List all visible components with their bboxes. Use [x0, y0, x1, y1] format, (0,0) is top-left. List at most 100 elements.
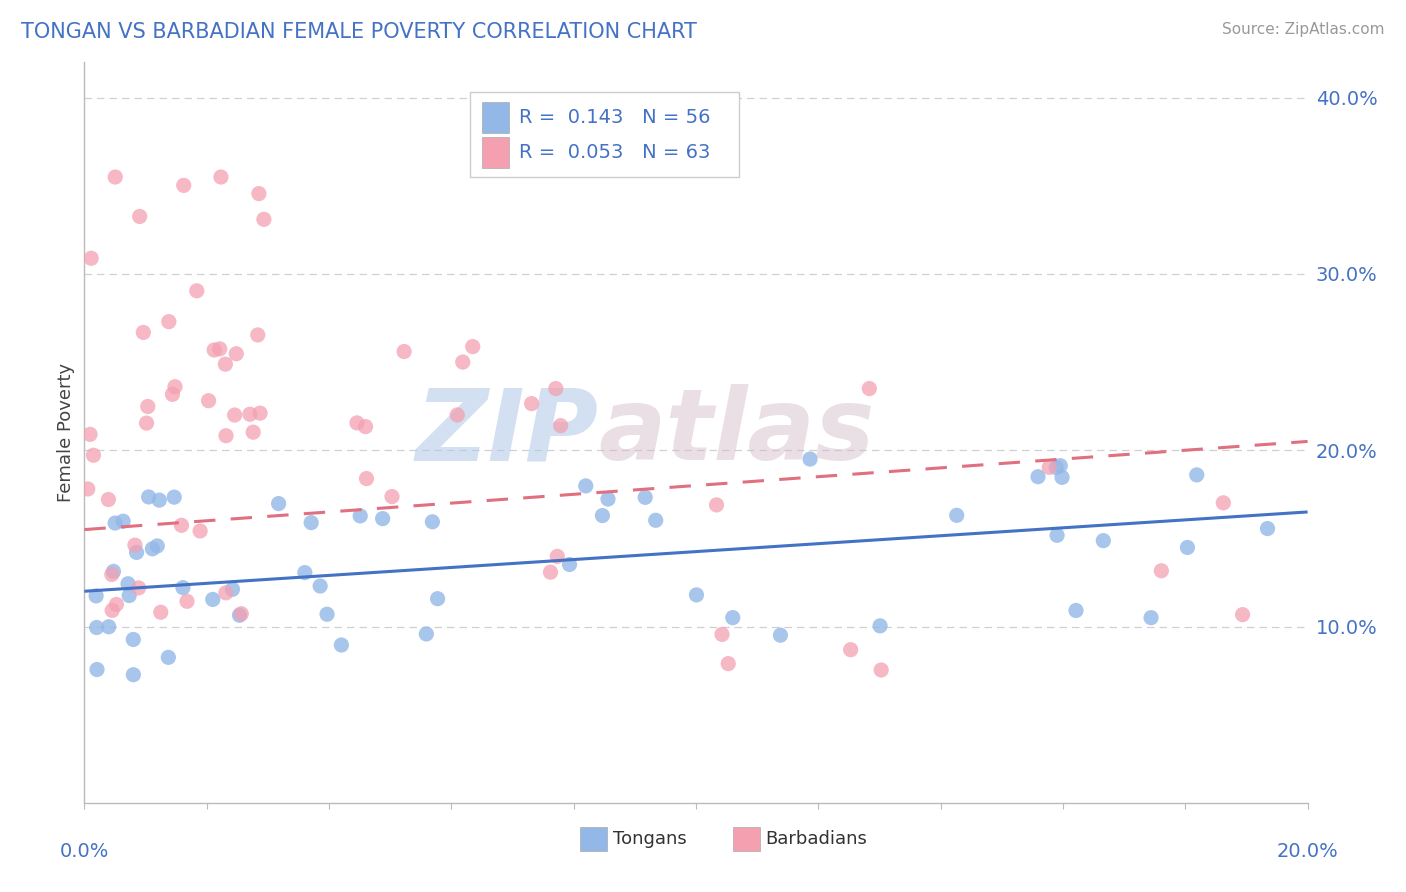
FancyBboxPatch shape — [470, 92, 738, 178]
Point — [141, 541, 163, 556]
Point — [170, 518, 193, 533]
Point — [124, 538, 146, 552]
Point — [1150, 564, 1173, 578]
Point — [711, 627, 734, 641]
Point — [157, 315, 180, 329]
Point — [224, 408, 246, 422]
Point — [546, 549, 568, 564]
Point — [644, 513, 666, 527]
Point — [208, 342, 231, 356]
Point — [1257, 522, 1279, 536]
Point — [242, 425, 264, 439]
Point — [550, 418, 572, 433]
Point — [415, 627, 437, 641]
Point — [118, 589, 141, 603]
Point — [446, 408, 468, 422]
Point — [157, 650, 180, 665]
Point — [249, 406, 271, 420]
Point — [104, 516, 127, 530]
Point — [172, 581, 194, 595]
Point — [309, 579, 332, 593]
Text: TONGAN VS BARBADIAN FEMALE POVERTY CORRELATION CHART: TONGAN VS BARBADIAN FEMALE POVERTY CORRE… — [21, 22, 697, 42]
Point — [163, 490, 186, 504]
Point — [356, 472, 378, 486]
Point — [1212, 496, 1234, 510]
Point — [1045, 460, 1067, 475]
Point — [520, 396, 543, 410]
Point — [176, 594, 198, 608]
Point — [1177, 541, 1199, 555]
Point — [451, 355, 474, 369]
Point — [354, 419, 377, 434]
Point — [558, 558, 581, 572]
Point — [247, 186, 270, 201]
Point — [202, 343, 225, 357]
Point — [544, 382, 567, 396]
Bar — [733, 827, 759, 851]
Point — [1140, 610, 1163, 624]
Text: Barbadians: Barbadians — [766, 830, 868, 848]
Point — [1185, 467, 1208, 482]
Point — [349, 508, 371, 523]
Point — [634, 491, 657, 505]
Text: 0.0%: 0.0% — [59, 842, 110, 861]
Point — [839, 642, 862, 657]
Text: R =  0.143   N = 56: R = 0.143 N = 56 — [519, 108, 710, 127]
Point — [706, 498, 728, 512]
Point — [84, 589, 107, 603]
Point — [575, 479, 598, 493]
Point — [799, 452, 821, 467]
Point — [392, 344, 415, 359]
Y-axis label: Female Poverty: Female Poverty — [56, 363, 75, 502]
Point — [945, 508, 967, 523]
Point — [125, 545, 148, 559]
Point — [101, 603, 124, 617]
Point — [215, 428, 238, 442]
Point — [591, 508, 613, 523]
Point — [231, 607, 253, 621]
Point — [128, 210, 150, 224]
Point — [105, 598, 128, 612]
Point — [246, 327, 269, 342]
Point — [197, 393, 219, 408]
Point — [316, 607, 339, 622]
Text: ZIP: ZIP — [415, 384, 598, 481]
Point — [721, 610, 744, 624]
Point — [101, 567, 124, 582]
Point — [239, 407, 262, 421]
Point — [330, 638, 353, 652]
Point — [97, 620, 120, 634]
Point — [128, 581, 150, 595]
Point — [209, 169, 232, 184]
Point — [1232, 607, 1254, 622]
Point — [371, 511, 394, 525]
Point — [79, 427, 101, 442]
Point — [717, 657, 740, 671]
Point — [869, 619, 891, 633]
Point — [221, 582, 243, 597]
Point — [294, 566, 316, 580]
Point — [1049, 458, 1071, 473]
Point — [201, 592, 224, 607]
Text: Tongans: Tongans — [613, 830, 686, 848]
Point — [346, 416, 368, 430]
Point — [162, 387, 184, 401]
Point — [173, 178, 195, 193]
Point — [149, 605, 172, 619]
Point — [82, 448, 104, 462]
Point — [1064, 603, 1087, 617]
Bar — [482, 137, 509, 169]
Point — [422, 515, 444, 529]
Point — [253, 212, 276, 227]
Point — [103, 565, 125, 579]
Point — [426, 591, 449, 606]
Point — [769, 628, 792, 642]
Point — [135, 416, 157, 430]
Bar — [482, 102, 509, 133]
Point — [117, 576, 139, 591]
Point — [148, 493, 170, 508]
Point — [596, 491, 619, 506]
Point — [461, 340, 484, 354]
Text: Source: ZipAtlas.com: Source: ZipAtlas.com — [1222, 22, 1385, 37]
Point — [80, 252, 103, 266]
